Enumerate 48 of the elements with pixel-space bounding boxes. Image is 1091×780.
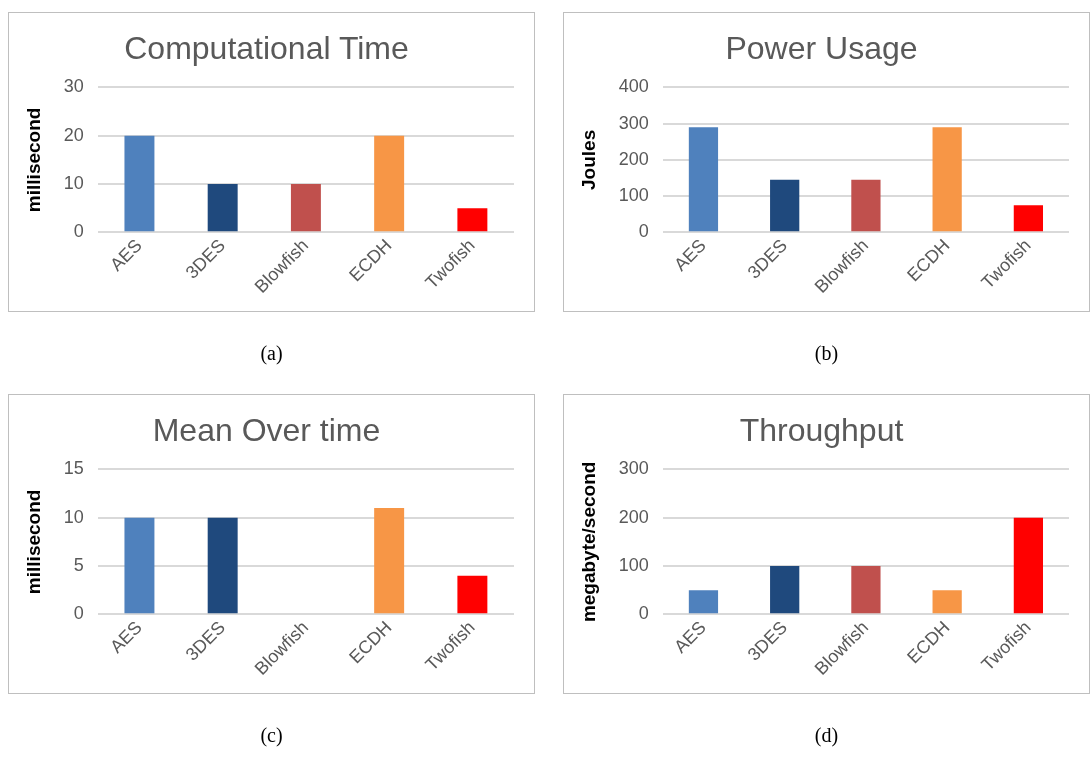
y-axis-title: millisecond: [22, 489, 44, 595]
bar: [851, 179, 881, 232]
chart-title: Power Usage: [725, 30, 918, 67]
y-axis-title: millisecond: [22, 107, 44, 213]
text: (a): [260, 342, 283, 367]
y-axis-title: Joules: [577, 129, 599, 190]
bar: [124, 517, 155, 614]
bar: [124, 135, 155, 232]
y-tick-label: 20: [63, 124, 84, 145]
y-tick-label: 0: [638, 603, 649, 624]
bar: [1013, 517, 1044, 614]
bar: [207, 184, 238, 232]
bar: [770, 179, 800, 232]
chart-title: Throughput: [739, 412, 904, 449]
bar: [1013, 205, 1044, 232]
y-tick-label: 5: [73, 554, 84, 575]
bar: [932, 127, 962, 232]
bar: [457, 208, 488, 232]
text: (d): [814, 724, 839, 749]
y-tick-label: 10: [63, 506, 84, 527]
bar: [374, 135, 405, 232]
y-tick-label: 10: [63, 172, 84, 193]
chart-title: Mean Over time: [152, 412, 381, 449]
y-tick-label: 100: [618, 554, 649, 575]
y-tick-label: 400: [618, 76, 649, 97]
bar: [851, 566, 881, 614]
y-tick-label: 100: [618, 185, 649, 206]
bar: [457, 575, 488, 614]
bar: [688, 127, 719, 232]
bar: [770, 566, 800, 614]
y-tick-label: 30: [63, 76, 84, 97]
y-tick-label: 0: [73, 221, 84, 242]
y-tick-label: 0: [73, 603, 84, 624]
text: (b): [814, 342, 839, 367]
y-tick-label: 0: [638, 221, 649, 242]
bar: [374, 508, 405, 614]
bar: [932, 590, 962, 614]
y-tick-label: 300: [618, 458, 649, 479]
y-tick-label: 15: [63, 458, 84, 479]
y-tick-label: 200: [618, 148, 649, 169]
bar: [688, 590, 719, 614]
bar: [207, 517, 238, 614]
chart-title: Computational Time: [124, 30, 409, 67]
y-tick-label: 200: [618, 506, 649, 527]
y-tick-label: 300: [618, 112, 649, 133]
y-axis-title: megabyte/second: [577, 461, 599, 623]
bar: [290, 184, 321, 232]
text: (c): [260, 724, 283, 749]
